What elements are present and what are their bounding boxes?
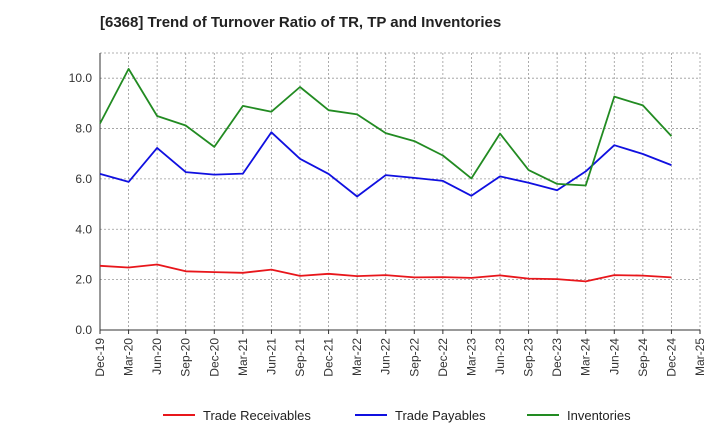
x-tick-label: Jun-21 [264, 338, 278, 375]
x-tick-label: Dec-19 [93, 338, 107, 377]
series-line-0 [99, 263, 672, 283]
y-tick-label: 6.0 [75, 172, 92, 186]
y-tick-label: 2.0 [75, 273, 92, 287]
x-tick-label: Sep-22 [407, 338, 421, 377]
x-tick-label: Jun-20 [150, 338, 164, 375]
x-tick-label: Mar-22 [350, 338, 364, 376]
legend-label: Trade Receivables [203, 408, 311, 423]
x-tick-labels: Dec-19 Mar-20 Jun-20 Sep-20 Dec-20 Mar-21 Jun-… [93, 338, 707, 377]
chart-title: [6368] Trend of Turnover Ratio of TR, TP… [100, 14, 502, 31]
x-tick-label: Mar-25 [693, 338, 707, 376]
x-tick-label: Sep-20 [179, 338, 193, 377]
legend-label: Inventories [567, 408, 631, 423]
x-tick-label: Jun-23 [493, 338, 507, 375]
x-tick-label: Dec-23 [550, 338, 564, 377]
axes [99, 53, 701, 334]
legend: Trade Receivables Trade Payables Inventori… [163, 408, 631, 423]
x-tick-label: Sep-21 [293, 338, 307, 377]
x-tick-label: Mar-20 [122, 338, 136, 376]
x-tick-label: Jun-24 [607, 338, 621, 375]
y-tick-labels: 0.0 2.0 4.0 6.0 8.0 10.0 [69, 71, 93, 337]
y-tick-label: 8.0 [75, 122, 92, 136]
x-tick-label: Dec-24 [664, 338, 678, 377]
x-tick-label: Sep-23 [522, 338, 536, 377]
legend-label: Trade Payables [395, 408, 486, 423]
y-tick-label: 10.0 [69, 71, 93, 85]
x-tick-label: Mar-24 [579, 338, 593, 376]
series-line-1 [99, 131, 672, 198]
x-tick-label: Mar-23 [464, 338, 478, 376]
x-tick-label: Mar-21 [236, 338, 250, 376]
x-tick-label: Dec-22 [436, 338, 450, 377]
y-tick-label: 4.0 [75, 222, 92, 236]
x-tick-label: Dec-21 [322, 338, 336, 377]
grid-lines [100, 52, 701, 330]
x-tick-label: Jun-22 [379, 338, 393, 375]
series-line-2 [99, 68, 673, 187]
y-tick-label: 0.0 [75, 323, 92, 337]
x-tick-label: Sep-24 [636, 338, 650, 377]
x-tick-label: Dec-20 [207, 338, 221, 377]
series-lines [99, 68, 673, 283]
